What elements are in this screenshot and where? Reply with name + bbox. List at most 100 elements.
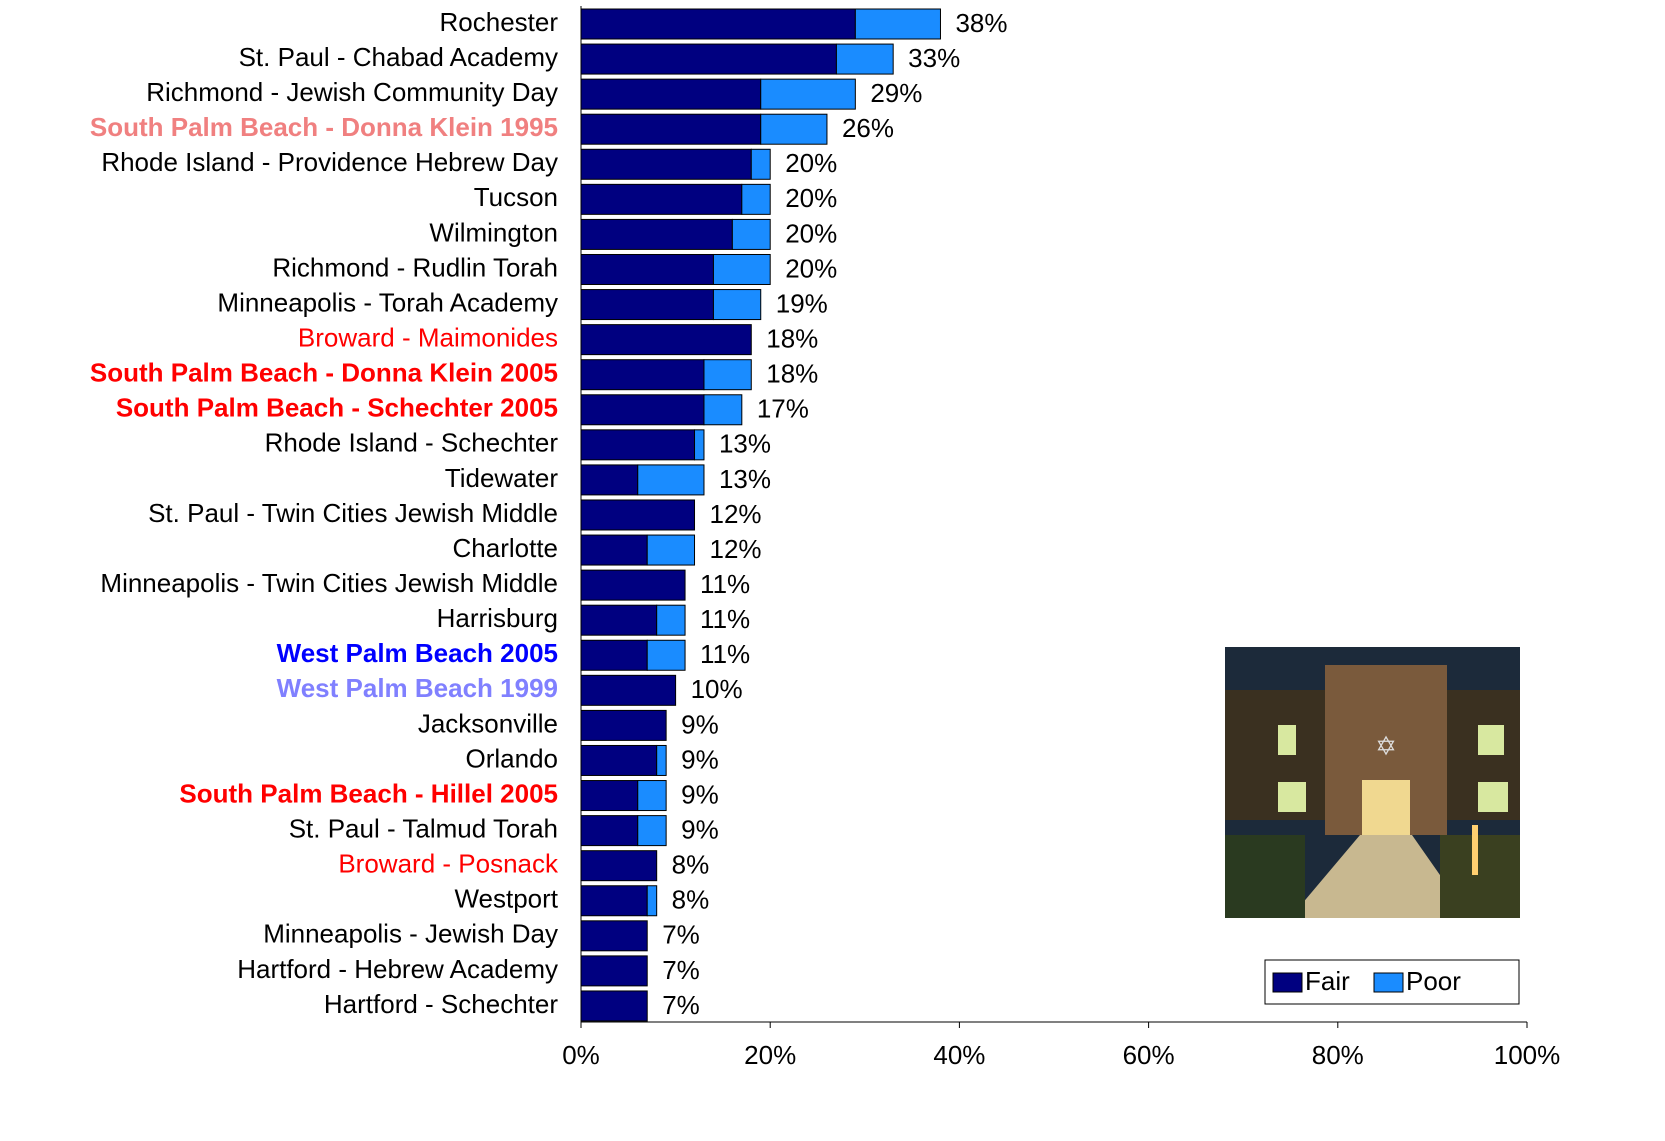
x-tick-label: 80% [1312, 1040, 1364, 1070]
bar-segment [580, 324, 752, 356]
bar-segment [580, 885, 648, 917]
bar-segment [703, 394, 743, 426]
bar-segment [580, 744, 658, 776]
category-label: St. Paul - Talmud Torah [289, 813, 558, 843]
bar-segment [580, 183, 743, 215]
bar-segment [580, 920, 648, 952]
total-label: 10% [691, 674, 743, 704]
total-label: 19% [776, 288, 828, 318]
bar-segment [854, 8, 941, 40]
legend-swatch [1272, 972, 1303, 993]
bar-segment [760, 78, 856, 110]
x-tick-label: 0% [562, 1040, 600, 1070]
bar-segment [741, 183, 771, 215]
total-label: 18% [766, 324, 818, 354]
category-label: South Palm Beach - Schechter 2005 [116, 393, 558, 423]
bar-segment [580, 534, 648, 566]
bar-segment [580, 955, 648, 987]
bar-segment [580, 464, 639, 496]
total-label: 7% [662, 920, 700, 950]
total-label: 20% [785, 183, 837, 213]
bar-segment [580, 604, 658, 636]
bar-segment [580, 78, 762, 110]
category-label: Minneapolis - Jewish Day [263, 919, 558, 949]
total-label: 9% [681, 814, 719, 844]
category-label: South Palm Beach - Donna Klein 1995 [90, 112, 558, 142]
bar-segment [656, 604, 686, 636]
svg-text:✡: ✡ [1375, 731, 1397, 761]
category-label: Rhode Island - Providence Hebrew Day [101, 147, 558, 177]
bar-segment [580, 674, 677, 706]
bar-segment [580, 289, 714, 321]
category-label: Wilmington [429, 217, 558, 247]
total-label: 33% [908, 43, 960, 73]
bar-segment [580, 8, 856, 40]
total-label: 7% [662, 990, 700, 1020]
bar-segment [580, 850, 658, 882]
bar-segment [637, 464, 705, 496]
total-label: 12% [710, 499, 762, 529]
total-label: 13% [719, 464, 771, 494]
bar-segment [835, 43, 894, 75]
bar-segment [760, 113, 828, 145]
category-label: Richmond - Jewish Community Day [146, 77, 558, 107]
category-label: Westport [454, 884, 558, 914]
bar-segment [580, 780, 639, 812]
bar-segment [580, 639, 648, 671]
bar-segment [731, 218, 771, 250]
total-label: 18% [766, 359, 818, 389]
total-label: 9% [681, 779, 719, 809]
total-label: 17% [757, 394, 809, 424]
total-label: 20% [785, 218, 837, 248]
bar-segment [750, 148, 771, 180]
total-label: 11% [700, 604, 750, 634]
x-tick-label: 60% [1123, 1040, 1175, 1070]
category-label: Hartford - Schechter [324, 989, 558, 1019]
category-label: Tidewater [445, 463, 559, 493]
category-label: Jacksonville [418, 708, 558, 738]
category-label: Orlando [466, 743, 559, 773]
bar-segment [580, 815, 639, 847]
bar-segment [580, 499, 696, 531]
category-label: Rhode Island - Schechter [265, 428, 559, 458]
total-label: 29% [870, 78, 922, 108]
bar-segment [580, 218, 733, 250]
total-label: 20% [785, 148, 837, 178]
category-label: Richmond - Rudlin Torah [272, 252, 558, 282]
bar-segment [646, 885, 658, 917]
x-tick-label: 40% [933, 1040, 985, 1070]
category-label: Broward - Maimonides [298, 323, 558, 353]
bar-segment [580, 253, 714, 285]
category-label: St. Paul - Twin Cities Jewish Middle [148, 498, 558, 528]
total-label: 13% [719, 429, 771, 459]
photo: ✡ [1225, 647, 1520, 918]
bar-segment [646, 639, 686, 671]
bar-segment [646, 534, 696, 566]
legend-swatch [1373, 972, 1404, 993]
category-label: Minneapolis - Twin Cities Jewish Middle [100, 568, 558, 598]
category-label: Tucson [474, 182, 558, 212]
category-label: South Palm Beach - Hillel 2005 [179, 778, 558, 808]
category-label: Rochester [440, 7, 559, 37]
total-label: 11% [700, 639, 750, 669]
category-label: St. Paul - Chabad Academy [239, 42, 558, 72]
bar-segment [580, 709, 667, 741]
total-label: 8% [672, 885, 710, 915]
category-label: Minneapolis - Torah Academy [217, 287, 558, 317]
bar-segment [580, 43, 837, 75]
bar-segment [580, 148, 752, 180]
bar-segment [580, 394, 705, 426]
total-label: 7% [662, 955, 700, 985]
total-label: 9% [681, 709, 719, 739]
total-label: 9% [681, 744, 719, 774]
bar-segment [703, 359, 752, 391]
bar-segment [580, 990, 648, 1022]
bar-segment [637, 815, 667, 847]
category-label: Hartford - Hebrew Academy [237, 954, 558, 984]
category-label: Broward - Posnack [338, 849, 559, 879]
bar-segment [580, 359, 705, 391]
category-label: Harrisburg [437, 603, 558, 633]
bar-segment [637, 780, 667, 812]
